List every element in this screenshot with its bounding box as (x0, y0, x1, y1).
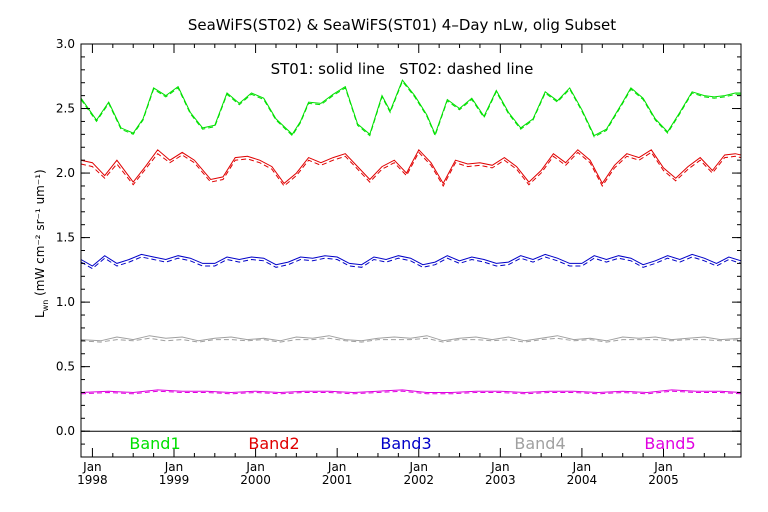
series-layer (80, 79, 742, 395)
band4-st01-solid-line (80, 335, 742, 342)
x-tick-month-label: Jan (82, 460, 102, 474)
x-tick-year-label: 1998 (77, 473, 108, 487)
y-axis-label-units: (mW cm⁻² sr⁻¹ um⁻¹) (33, 169, 47, 299)
x-tick-year-label: 2002 (403, 473, 434, 487)
axes-layer: 0.00.51.01.52.02.53.0Jan1998Jan1999Jan20… (56, 37, 742, 487)
legend-band3: Band3 (380, 434, 431, 453)
y-tick-label: 2.5 (56, 102, 75, 116)
legend-band2: Band2 (248, 434, 299, 453)
y-axis-label: Lwn (mW cm⁻² sr⁻¹ um⁻¹) (33, 169, 50, 318)
line-style-annotation: ST01: solid line ST02: dashed line (271, 60, 534, 78)
y-tick-label: 3.0 (56, 37, 75, 51)
y-axis-label-main: L (33, 311, 47, 318)
y-tick-label: 0.0 (56, 424, 75, 438)
x-tick-month-label: Jan (327, 460, 347, 474)
y-tick-label: 1.0 (56, 295, 75, 309)
band3-st01-solid-line (80, 253, 742, 267)
y-tick-label: 0.5 (56, 360, 75, 374)
x-tick-year-label: 2004 (567, 473, 598, 487)
y-tick-label: 1.5 (56, 231, 75, 245)
band4-st02-dashed-line (80, 337, 742, 343)
band2-st01-solid-line (80, 148, 742, 185)
band5-st02-dashed-line (80, 390, 742, 395)
svg-text:Lwn (mW cm⁻² sr⁻¹ um⁻¹): Lwn (mW cm⁻² sr⁻¹ um⁻¹) (33, 169, 50, 318)
x-tick-year-label: 2005 (648, 473, 679, 487)
band2-st02-dashed-line (80, 151, 742, 188)
x-tick-month-label: Jan (245, 460, 265, 474)
legend: Band1 Band2 Band3 Band4 Band5 (129, 434, 695, 453)
x-tick-year-label: 1999 (159, 473, 190, 487)
x-tick-month-label: Jan (490, 460, 510, 474)
x-tick-year-label: 2000 (240, 473, 271, 487)
plot-frame (80, 43, 742, 458)
band3-st02-dashed-line (80, 256, 742, 270)
legend-band5: Band5 (644, 434, 695, 453)
x-tick-month-label: Jan (409, 460, 429, 474)
x-tick-month-label: Jan (653, 460, 673, 474)
x-tick-year-label: 2001 (322, 473, 353, 487)
band1-st01-solid-line (80, 79, 741, 137)
y-tick-label: 2.0 (56, 166, 75, 180)
x-tick-month-label: Jan (572, 460, 592, 474)
legend-band1: Band1 (129, 434, 180, 453)
x-tick-year-label: 2003 (485, 473, 516, 487)
chart-title: SeaWiFS(ST02) & SeaWiFS(ST01) 4–Day nLw,… (188, 16, 616, 34)
y-axis-label-subscript: wn (41, 300, 50, 312)
band5-st01-solid-line (80, 389, 742, 394)
band1-st02-dashed-line (80, 80, 741, 138)
x-tick-month-label: Jan (164, 460, 184, 474)
legend-band4: Band4 (514, 434, 565, 453)
